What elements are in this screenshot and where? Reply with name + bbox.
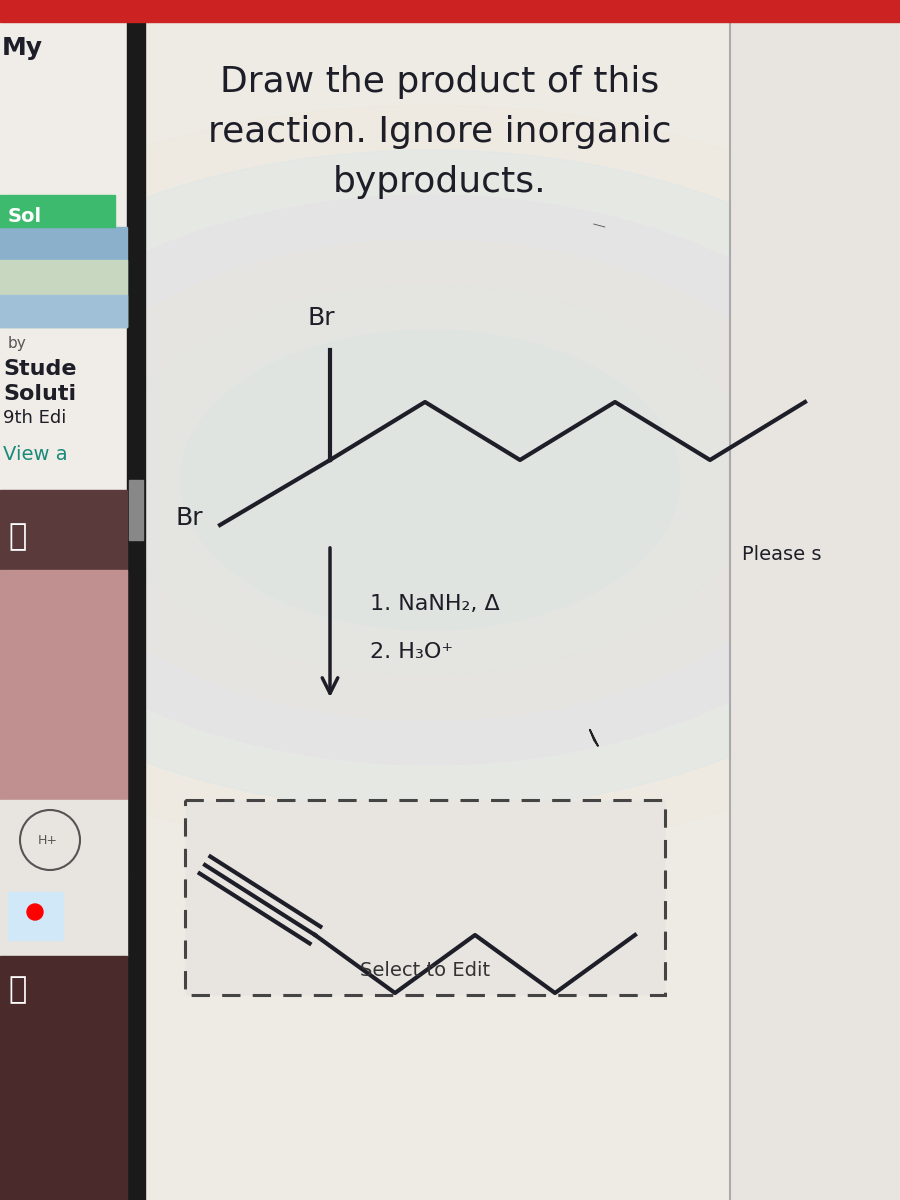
Bar bbox=[0, 227, 127, 326]
Bar bbox=[0, 956, 127, 1200]
Text: Br: Br bbox=[175, 506, 202, 530]
Text: H+: H+ bbox=[38, 834, 58, 847]
Circle shape bbox=[27, 904, 43, 920]
Ellipse shape bbox=[0, 150, 900, 810]
Ellipse shape bbox=[30, 240, 830, 720]
Text: —: — bbox=[590, 218, 607, 235]
Bar bbox=[0, 570, 127, 800]
Bar bbox=[730, 0, 900, 1200]
Text: Br: Br bbox=[308, 306, 336, 330]
Text: Please s: Please s bbox=[742, 545, 822, 564]
Bar bbox=[0, 295, 127, 326]
Text: Select to Edit: Select to Edit bbox=[360, 960, 490, 979]
Text: 9th Edi: 9th Edi bbox=[3, 409, 67, 427]
Bar bbox=[0, 878, 127, 956]
Text: byproducts.: byproducts. bbox=[333, 164, 547, 199]
Text: Soluti: Soluti bbox=[3, 384, 76, 404]
FancyBboxPatch shape bbox=[185, 800, 665, 995]
Polygon shape bbox=[590, 730, 598, 746]
Bar bbox=[0, 490, 127, 800]
Text: reaction. Ignore inorganic: reaction. Ignore inorganic bbox=[208, 115, 671, 149]
Bar bbox=[127, 22, 145, 1200]
Text: by: by bbox=[8, 336, 27, 350]
Text: My: My bbox=[2, 36, 43, 60]
Text: 🔇: 🔇 bbox=[8, 974, 26, 1004]
Bar bbox=[0, 22, 145, 1200]
Text: 🔇: 🔇 bbox=[8, 522, 26, 551]
Text: Draw the product of this: Draw the product of this bbox=[220, 65, 660, 98]
Bar bbox=[0, 0, 900, 22]
Bar bbox=[8, 892, 63, 940]
Ellipse shape bbox=[0, 194, 900, 766]
Bar bbox=[0, 260, 127, 326]
Text: Sol: Sol bbox=[8, 208, 42, 227]
Bar bbox=[0, 800, 127, 878]
Text: View a: View a bbox=[3, 445, 68, 464]
Text: 2. H₃O⁺: 2. H₃O⁺ bbox=[370, 642, 453, 662]
Ellipse shape bbox=[0, 104, 900, 854]
Text: Stude: Stude bbox=[3, 359, 76, 379]
Bar bbox=[129, 480, 143, 540]
Text: 1. NaNH₂, Δ: 1. NaNH₂, Δ bbox=[370, 594, 500, 614]
Ellipse shape bbox=[180, 330, 680, 630]
Bar bbox=[0, 194, 115, 227]
Ellipse shape bbox=[105, 284, 755, 674]
